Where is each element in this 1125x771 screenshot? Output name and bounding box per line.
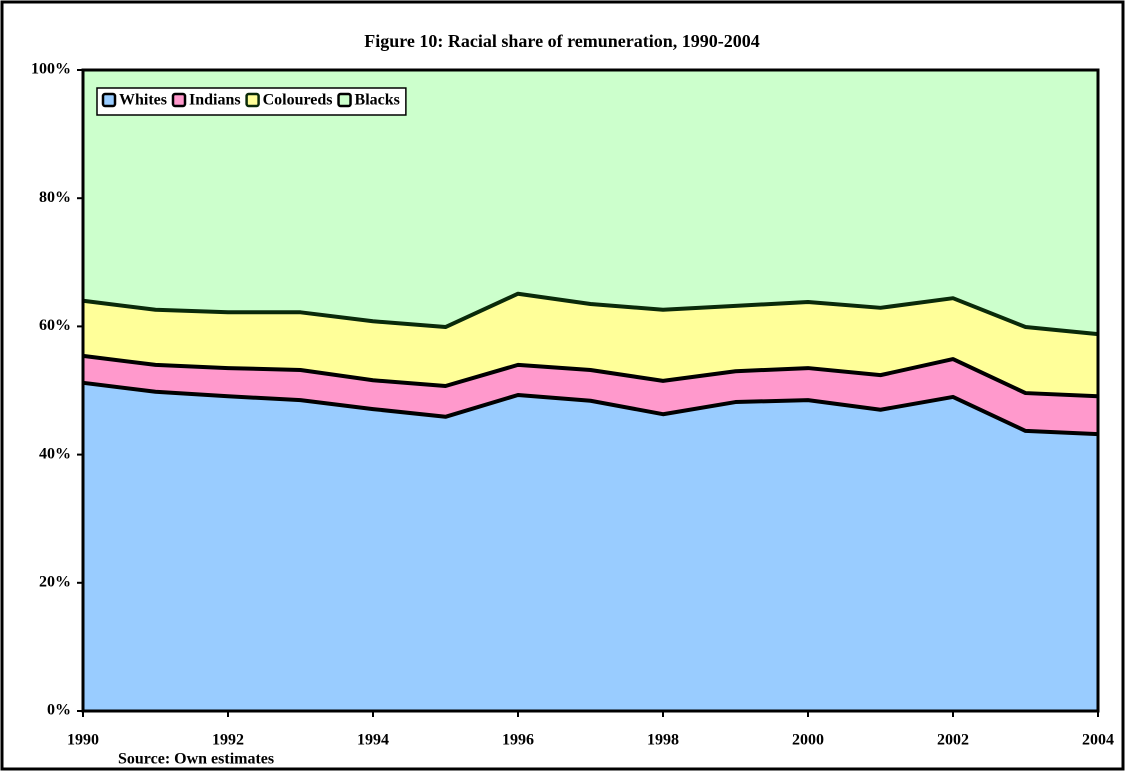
- legend-label: Coloureds: [263, 92, 333, 109]
- area: [83, 382, 1098, 711]
- y-tick-label: 100%: [31, 61, 71, 78]
- area-edge: [82, 353, 1099, 399]
- y-tick-label: 40%: [39, 445, 71, 462]
- chart-title: Figure 10: Racial share of remuneration,…: [364, 31, 759, 51]
- x-tick-label: 1996: [502, 732, 534, 749]
- y-tick-label: 0%: [47, 702, 71, 719]
- legend-swatch: [101, 92, 117, 108]
- x-tick-label: 1998: [647, 732, 679, 749]
- legend-swatch: [245, 92, 260, 108]
- legend-label: Whites: [119, 92, 167, 109]
- x-tick-label: 1994: [357, 732, 389, 749]
- area-edge: [82, 380, 1099, 437]
- x-tick-label: 1990: [67, 732, 99, 749]
- x-tick-label: 2000: [792, 732, 824, 749]
- legend-label: Blacks: [355, 92, 400, 109]
- x-tick-label: 2002: [937, 732, 969, 749]
- legend-swatch: [337, 92, 352, 108]
- legend-swatch: [171, 92, 187, 108]
- area-edge: [82, 291, 1099, 337]
- source-note: Source: Own estimates: [118, 751, 274, 768]
- x-tick-label: 1992: [212, 732, 244, 749]
- x-tick-label: 2004: [1082, 732, 1114, 749]
- area: [83, 70, 1098, 335]
- y-tick-label: 80%: [39, 189, 71, 206]
- y-tick-label: 60%: [39, 317, 71, 334]
- legend-label: Indians: [189, 92, 241, 109]
- plot-border: [81, 68, 1100, 713]
- y-tick-label: 20%: [39, 573, 71, 590]
